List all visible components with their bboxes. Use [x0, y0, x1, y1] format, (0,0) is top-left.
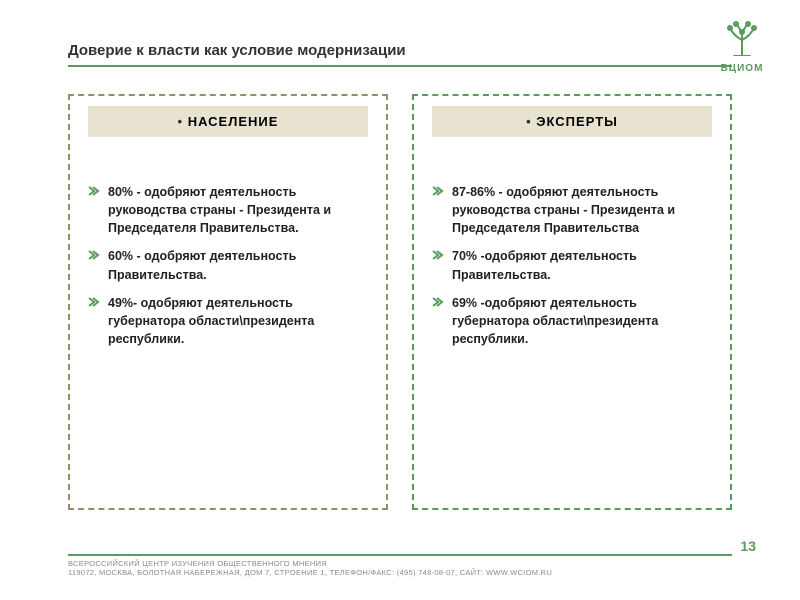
chevron-bullet-icon [432, 249, 444, 261]
list-item: 69% -одобряют деятельность губернатора о… [432, 294, 712, 348]
chevron-bullet-icon [88, 249, 100, 261]
column-body-right: 87-86% - одобряют деятельность руководст… [414, 137, 730, 370]
list-item-text: 49%- одобряют деятельность губернатора о… [108, 294, 368, 348]
column-body-left: 80% - одобряют деятельность руководства … [70, 137, 386, 370]
list-item: 87-86% - одобряют деятельность руководст… [432, 183, 712, 237]
column-header-right: ЭКСПЕРТЫ [432, 106, 712, 137]
list-item: 70% -одобряют деятельность Правительства… [432, 247, 712, 283]
chevron-bullet-icon [88, 185, 100, 197]
list-item-text: 69% -одобряют деятельность губернатора о… [452, 294, 712, 348]
chevron-bullet-icon [432, 185, 444, 197]
footer-line-1: ВСЕРОССИЙСКИЙ ЦЕНТР ИЗУЧЕНИЯ ОБЩЕСТВЕННО… [68, 559, 552, 569]
columns-container: НАСЕЛЕНИЕ 80% - одобряют деятельность ру… [68, 94, 732, 510]
list-item: 49%- одобряют деятельность губернатора о… [88, 294, 368, 348]
chevron-bullet-icon [88, 296, 100, 308]
footer-text: ВСЕРОССИЙСКИЙ ЦЕНТР ИЗУЧЕНИЯ ОБЩЕСТВЕННО… [68, 559, 552, 579]
list-item: 60% - одобряют деятельность Правительств… [88, 247, 368, 283]
column-population: НАСЕЛЕНИЕ 80% - одобряют деятельность ру… [68, 94, 388, 510]
list-item-text: 80% - одобряют деятельность руководства … [108, 183, 368, 237]
list-item-text: 60% - одобряют деятельность Правительств… [108, 247, 368, 283]
column-experts: ЭКСПЕРТЫ 87-86% - одобряют деятельность … [412, 94, 732, 510]
page-number: 13 [740, 538, 756, 554]
column-header-left: НАСЕЛЕНИЕ [88, 106, 368, 137]
list-item-text: 70% -одобряют деятельность Правительства… [452, 247, 712, 283]
list-item: 80% - одобряют деятельность руководства … [88, 183, 368, 237]
list-item-text: 87-86% - одобряют деятельность руководст… [452, 183, 712, 237]
footer-line-2: 119072, МОСКВА, БОЛОТНАЯ НАБЕРЕЖНАЯ, ДОМ… [68, 568, 552, 578]
title-bar: Доверие к власти как условие модернизаци… [68, 42, 732, 67]
footer-divider [68, 554, 732, 556]
page-title: Доверие к власти как условие модернизаци… [68, 42, 732, 59]
chevron-bullet-icon [432, 296, 444, 308]
